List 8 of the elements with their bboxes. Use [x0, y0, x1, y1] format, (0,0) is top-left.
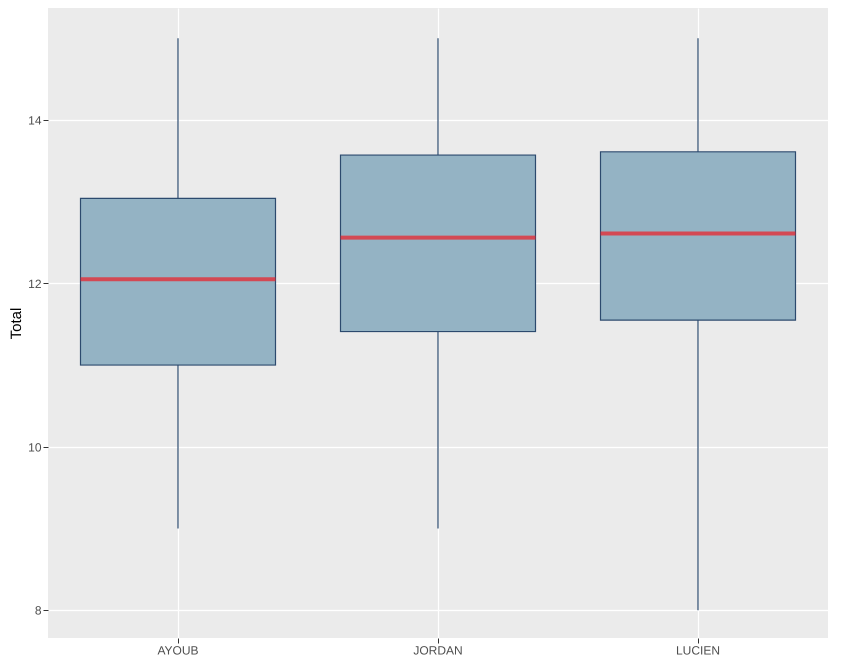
y-tick-label: 10: [28, 440, 42, 454]
x-tick-label: JORDAN: [413, 644, 463, 658]
y-tick-label: 12: [28, 276, 42, 291]
x-tick-label: LUCIEN: [676, 644, 720, 658]
x-tick-label: AYOUB: [157, 644, 199, 658]
y-tick-label: 14: [28, 113, 42, 128]
y-tick-label: 8: [34, 604, 42, 618]
y-axis-title: Total: [8, 308, 26, 340]
